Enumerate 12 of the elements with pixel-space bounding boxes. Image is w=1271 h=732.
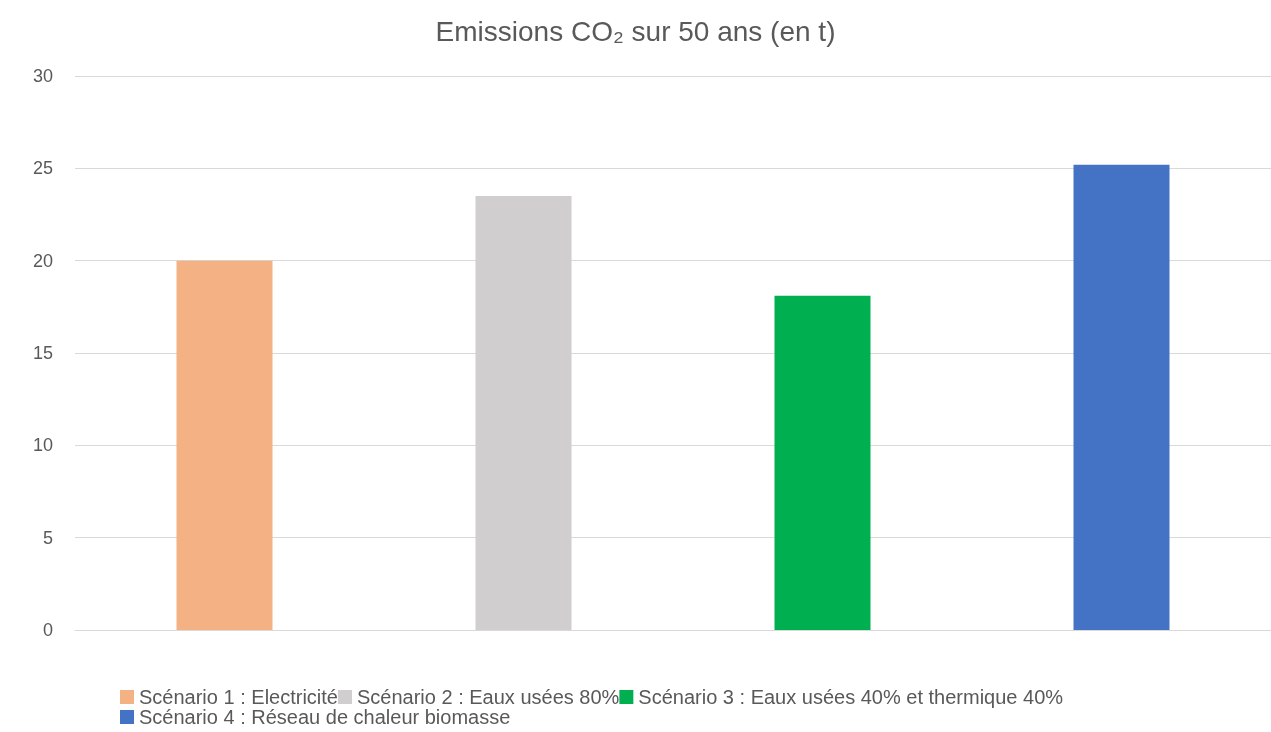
legend-label: Scénario 1 : Electricité [139,686,338,708]
y-tick-label: 0 [42,620,53,640]
legend-label: Scénario 4 : Réseau de chaleur biomasse [139,706,511,728]
y-tick-label: 20 [32,250,53,271]
y-tick-label: 30 [32,66,53,86]
y-tick-label: 5 [42,527,53,548]
y-tick-label: 25 [32,158,53,179]
chart-title: Emissions CO₂ sur 50 ans (en t) [435,15,836,47]
legend-label: Scénario 3 : Eaux usées 40% et thermique 40% [638,686,1064,708]
y-tick-label: 15 [32,343,53,363]
legend-label: Scénario 2 : Eaux usées 80% [356,686,620,708]
y-tick-label: 10 [32,435,53,456]
